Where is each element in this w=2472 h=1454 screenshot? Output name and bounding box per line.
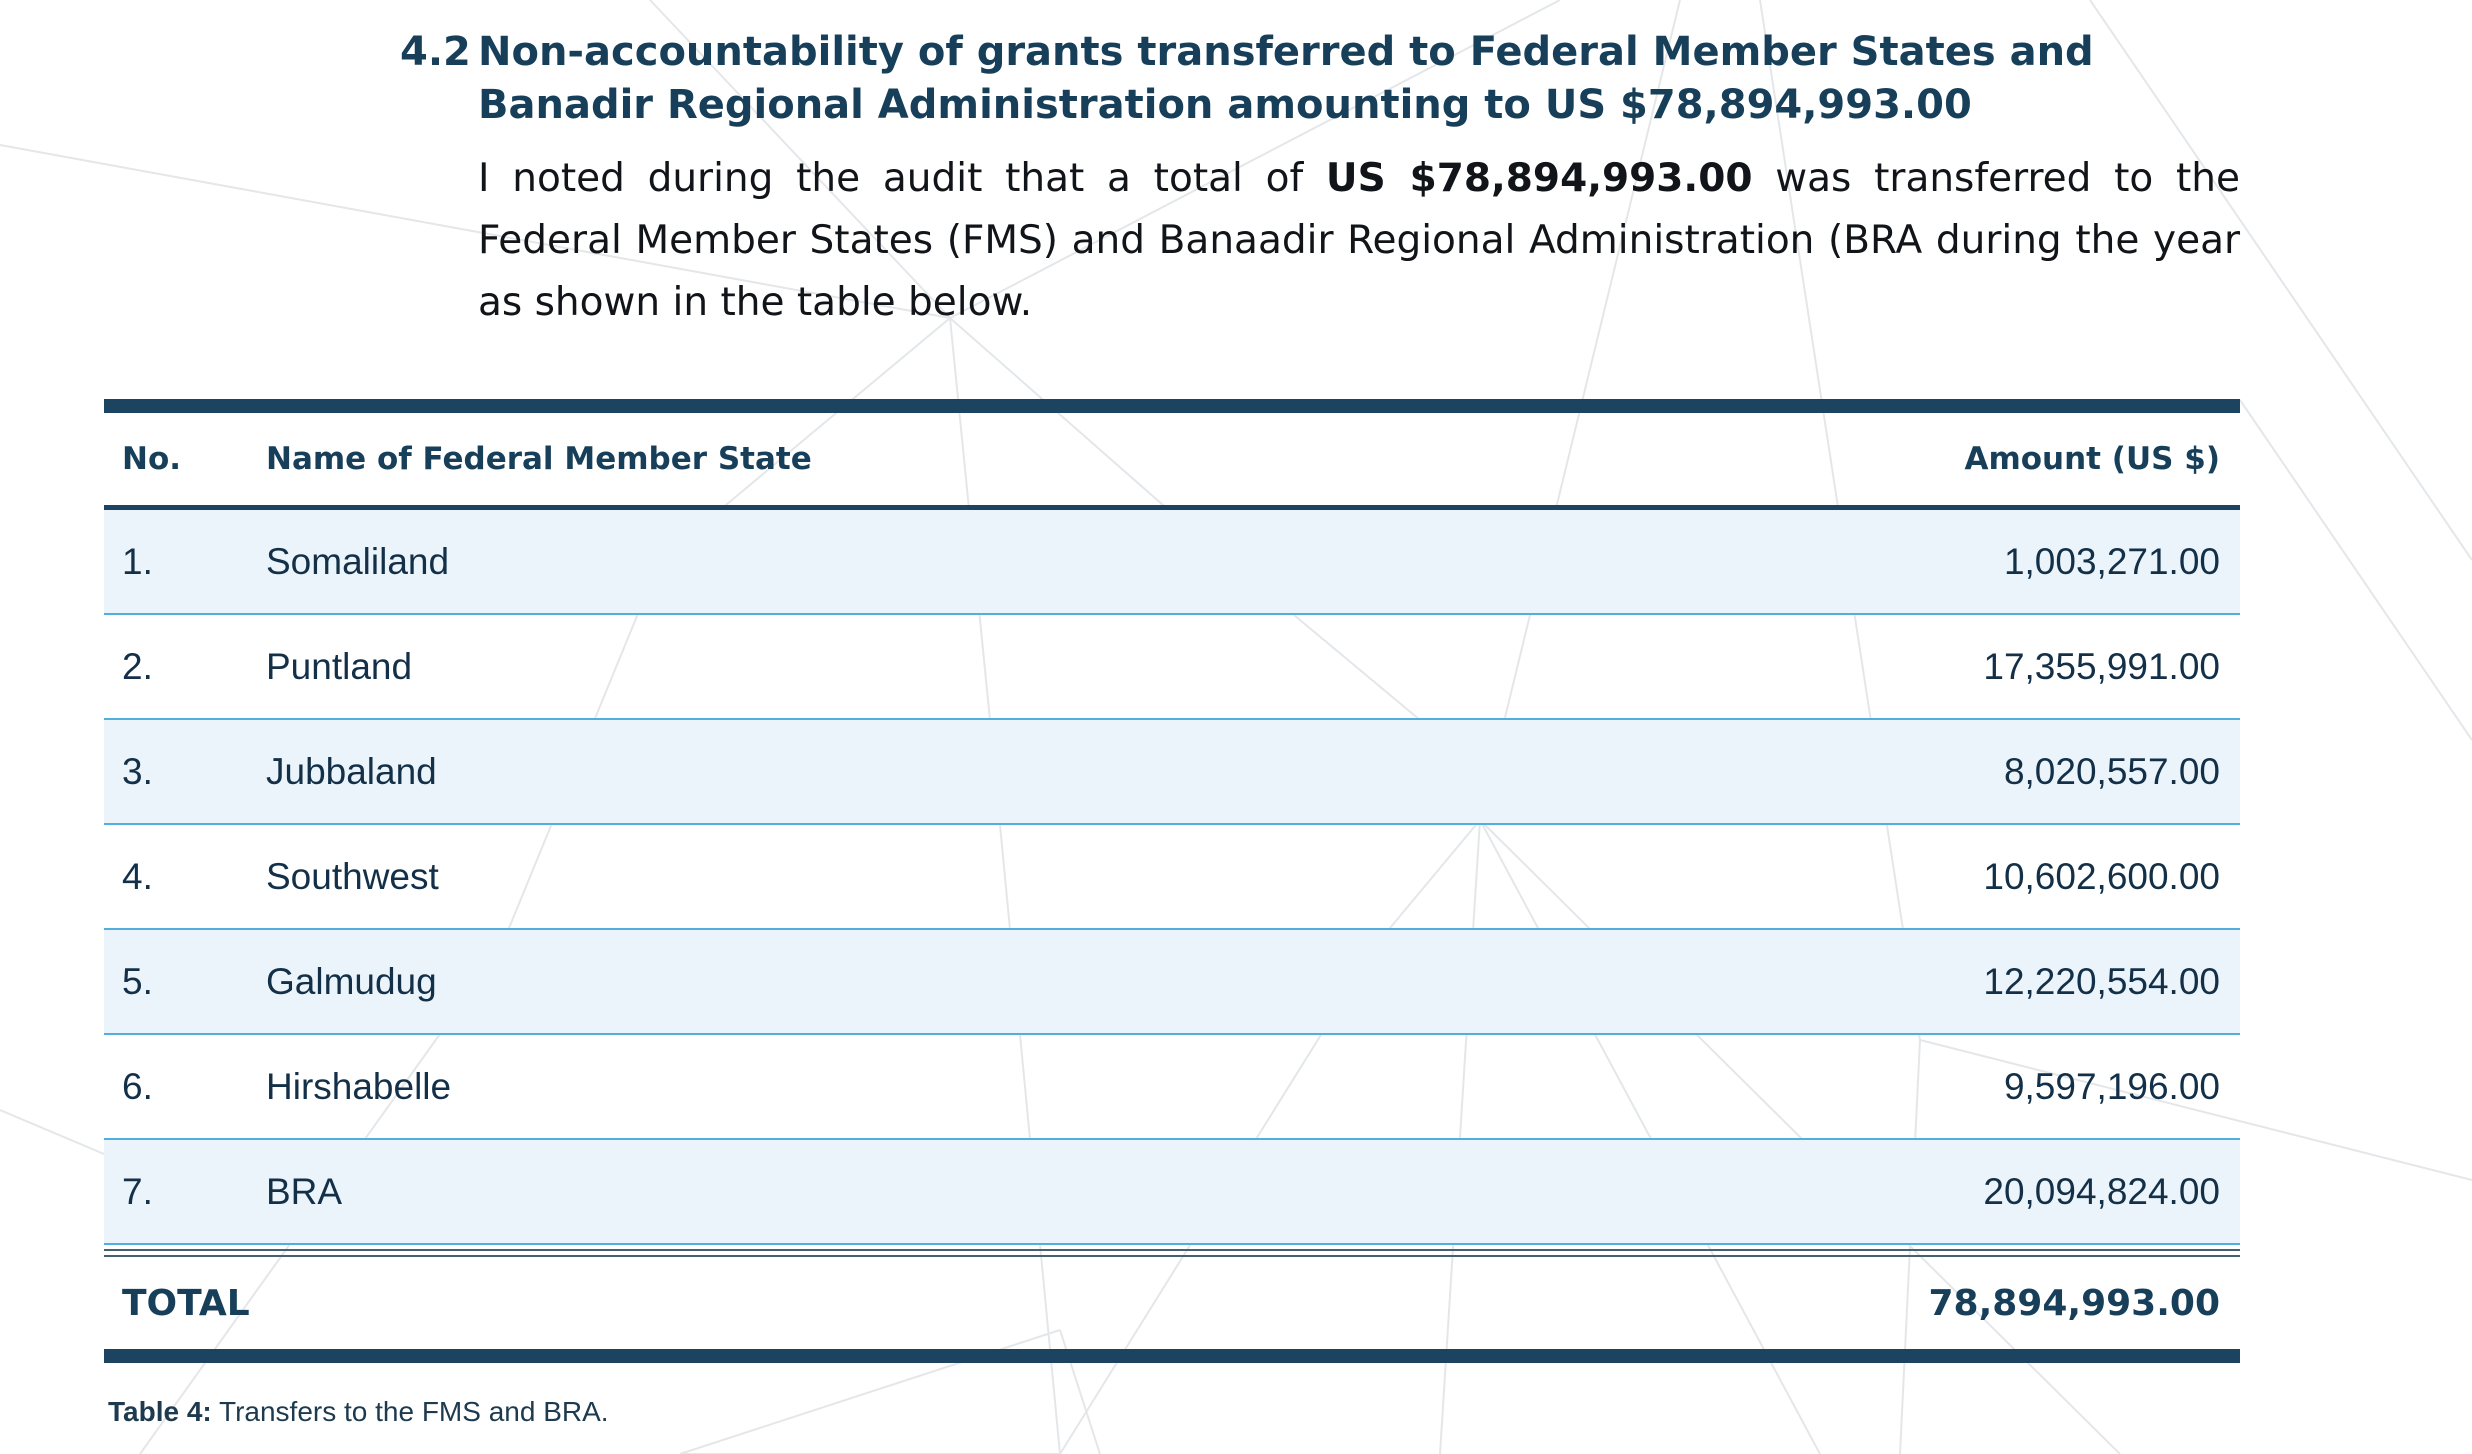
- table-row: 6. Hirshabelle 9,597,196.00: [104, 1035, 2240, 1140]
- table-top-bar: [104, 399, 2240, 413]
- table-bottom-bar: [104, 1349, 2240, 1363]
- table-caption: Table 4: Transfers to the FMS and BRA.: [108, 1396, 609, 1428]
- row-name: Southwest: [266, 855, 439, 897]
- row-amount: 10,602,600.00: [1983, 855, 2220, 897]
- row-amount: 8,020,557.00: [2003, 750, 2220, 792]
- table-row: 5. Galmudug 12,220,554.00: [104, 930, 2240, 1035]
- row-name: Puntland: [266, 645, 413, 687]
- row-name: BRA: [266, 1170, 343, 1212]
- row-no: 1.: [122, 540, 153, 582]
- table-row: 3. Jubbaland 8,020,557.00: [104, 720, 2240, 825]
- row-no: 6.: [122, 1065, 153, 1107]
- row-amount: 20,094,824.00: [1983, 1170, 2220, 1212]
- section-heading: 4.2 Non-accountability of grants transfe…: [400, 26, 2260, 132]
- row-no: 4.: [122, 855, 153, 897]
- total-label: TOTAL: [122, 1282, 250, 1324]
- transfers-table: No. Name of Federal Member State Amount …: [104, 399, 2240, 1363]
- caption-text: Transfers to the FMS and BRA.: [211, 1396, 609, 1427]
- section-title: Non-accountability of grants transferred…: [478, 29, 2094, 128]
- table-row: 2. Puntland 17,355,991.00: [104, 615, 2240, 720]
- row-no: 3.: [122, 750, 153, 792]
- row-no: 2.: [122, 645, 153, 687]
- total-row: TOTAL 78,894,993.00: [104, 1257, 2240, 1349]
- row-amount: 9,597,196.00: [2003, 1065, 2220, 1107]
- row-amount: 17,355,991.00: [1983, 645, 2220, 687]
- row-name: Somaliland: [266, 540, 450, 582]
- total-separator: [104, 1249, 2240, 1257]
- row-name: Jubbaland: [266, 750, 437, 792]
- row-name: Galmudug: [266, 960, 437, 1002]
- row-no: 5.: [122, 960, 153, 1002]
- table-row: 7. BRA 20,094,824.00: [104, 1140, 2240, 1245]
- table-header-row: No. Name of Federal Member State Amount …: [104, 413, 2240, 510]
- intro-text-after: was transferred to the Federal Member St…: [478, 156, 2240, 325]
- header-amount: Amount (US $): [1964, 441, 2220, 477]
- header-name: Name of Federal Member State: [266, 441, 812, 477]
- row-amount: 1,003,271.00: [2003, 540, 2220, 582]
- table-row: 1. Somaliland 1,003,271.00: [104, 510, 2240, 615]
- header-no: No.: [122, 441, 182, 477]
- row-amount: 12,220,554.00: [1983, 960, 2220, 1002]
- table-row: 4. Southwest 10,602,600.00: [104, 825, 2240, 930]
- row-no: 7.: [122, 1170, 153, 1212]
- intro-amount: US $78,894,993.00: [1325, 156, 1753, 201]
- total-amount: 78,894,993.00: [1928, 1282, 2220, 1324]
- row-name: Hirshabelle: [266, 1065, 452, 1107]
- caption-label: Table 4:: [108, 1396, 212, 1427]
- section-number: 4.2: [400, 29, 471, 75]
- intro-paragraph: I noted during the audit that a total of…: [478, 148, 2240, 334]
- intro-text-before: I noted during the audit that a total of: [478, 156, 1326, 201]
